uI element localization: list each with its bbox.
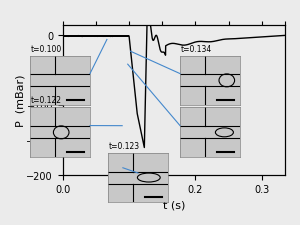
Text: t=0.134: t=0.134 (181, 44, 212, 53)
X-axis label: t (s): t (s) (163, 200, 185, 210)
Text: t=0.122: t=0.122 (31, 96, 62, 105)
Text: t=0.123: t=0.123 (109, 141, 140, 150)
Y-axis label: P  (mBar): P (mBar) (15, 74, 25, 126)
Text: t=0.100: t=0.100 (31, 44, 62, 53)
Text: t=0.132: t=0.132 (181, 96, 212, 105)
